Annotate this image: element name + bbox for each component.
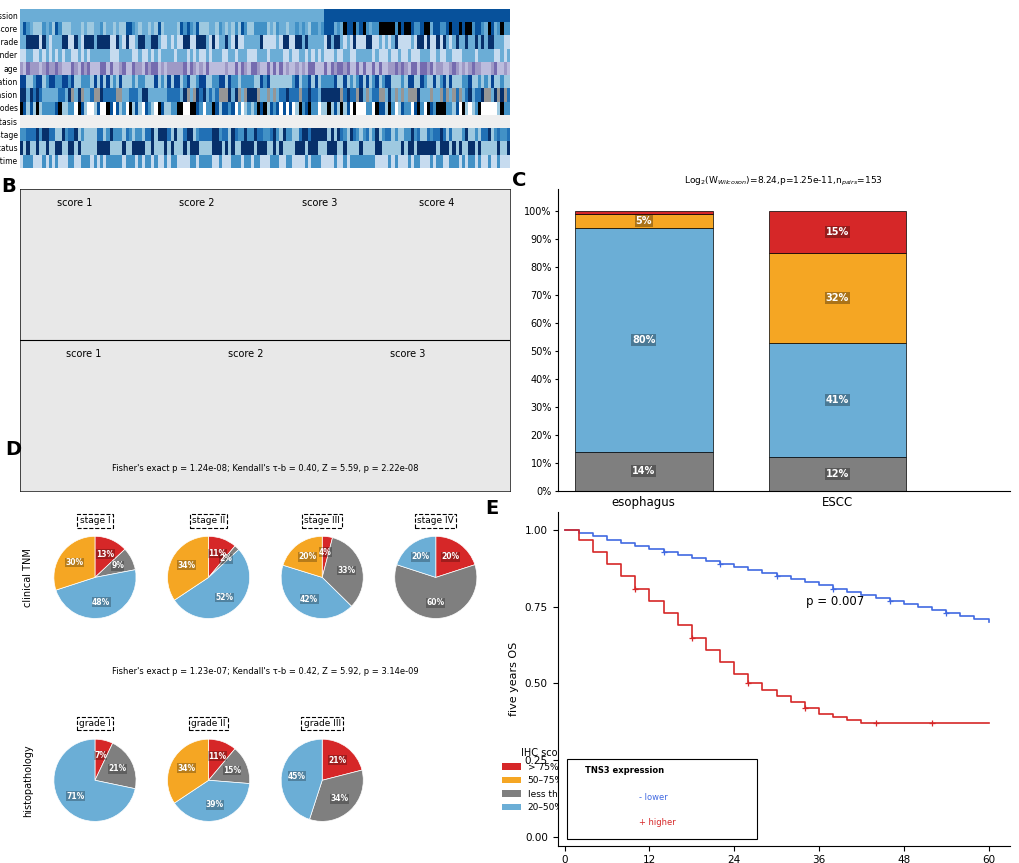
- Title: grade I: grade I: [78, 719, 111, 728]
- Wedge shape: [282, 536, 322, 577]
- Text: Fisher's exact p = 1.24e-08; Kendall's τ-b = 0.40, Z = 5.59, p = 2.22e-08: Fisher's exact p = 1.24e-08; Kendall's τ…: [112, 463, 418, 473]
- Title: stage II: stage II: [192, 516, 225, 526]
- Text: score 2: score 2: [228, 349, 263, 359]
- Text: 45%: 45%: [287, 772, 306, 781]
- Text: C: C: [512, 171, 526, 190]
- Bar: [768, 457, 906, 491]
- Text: 4%: 4%: [319, 548, 331, 557]
- Text: clinical TNM: clinical TNM: [22, 548, 33, 607]
- Text: 7%: 7%: [94, 751, 107, 760]
- Text: 41%: 41%: [825, 395, 848, 405]
- Wedge shape: [208, 740, 234, 780]
- Text: 80%: 80%: [632, 335, 654, 344]
- Text: - lower: - lower: [638, 793, 667, 802]
- Wedge shape: [396, 536, 435, 577]
- Wedge shape: [174, 780, 250, 822]
- Text: 39%: 39%: [206, 801, 224, 809]
- Text: 42%: 42%: [300, 595, 318, 604]
- Text: 11%: 11%: [208, 752, 226, 761]
- Wedge shape: [435, 536, 475, 577]
- Wedge shape: [95, 743, 136, 789]
- Text: score 3: score 3: [389, 349, 425, 359]
- Text: D: D: [5, 440, 21, 459]
- Text: score 4: score 4: [419, 198, 454, 208]
- Bar: [768, 343, 906, 457]
- Wedge shape: [309, 770, 363, 822]
- Wedge shape: [54, 536, 95, 590]
- Bar: [574, 214, 712, 228]
- Wedge shape: [322, 536, 332, 577]
- Title: grade II: grade II: [192, 719, 225, 728]
- Text: 48%: 48%: [92, 597, 110, 607]
- Bar: [768, 211, 906, 253]
- Wedge shape: [167, 740, 208, 803]
- Wedge shape: [322, 740, 362, 780]
- Wedge shape: [322, 538, 363, 606]
- Text: TNS3 expression: TNS3 expression: [584, 766, 663, 775]
- Title: stage I: stage I: [79, 516, 110, 526]
- Text: 11%: 11%: [208, 549, 226, 558]
- Text: score 1: score 1: [57, 198, 92, 208]
- Text: 15%: 15%: [825, 227, 848, 237]
- Text: E: E: [485, 499, 498, 518]
- Text: B: B: [1, 177, 15, 196]
- Wedge shape: [54, 740, 136, 822]
- Wedge shape: [394, 564, 477, 619]
- Text: 34%: 34%: [330, 794, 348, 803]
- Wedge shape: [167, 536, 208, 600]
- Title: grade III: grade III: [304, 719, 340, 728]
- Legend: > 75%, 50–75%, less than 5%, 20–50%: > 75%, 50–75%, less than 5%, 20–50%: [498, 745, 589, 816]
- Bar: [574, 228, 712, 451]
- Text: p = 0.007: p = 0.007: [805, 595, 864, 608]
- Bar: [574, 451, 712, 491]
- Wedge shape: [281, 740, 322, 819]
- Text: Fisher's exact p = 1.23e-07; Kendall's τ-b = 0.42, Z = 5.92, p = 3.14e-09: Fisher's exact p = 1.23e-07; Kendall's τ…: [112, 666, 418, 676]
- Wedge shape: [208, 546, 238, 577]
- Text: score 1: score 1: [66, 349, 102, 359]
- Text: 34%: 34%: [177, 764, 195, 772]
- Text: 9%: 9%: [111, 561, 124, 570]
- Wedge shape: [95, 549, 136, 577]
- Text: 13%: 13%: [96, 550, 114, 558]
- Text: 33%: 33%: [337, 566, 356, 575]
- Text: 34%: 34%: [177, 561, 195, 570]
- Wedge shape: [281, 565, 352, 619]
- Text: 12%: 12%: [825, 469, 848, 479]
- Bar: [574, 211, 712, 214]
- Text: 20%: 20%: [298, 552, 316, 562]
- Text: 14%: 14%: [632, 466, 654, 476]
- Text: score 2: score 2: [179, 198, 214, 208]
- Text: 32%: 32%: [825, 293, 848, 303]
- Text: 20%: 20%: [412, 552, 429, 561]
- Wedge shape: [56, 570, 136, 619]
- Text: 21%: 21%: [109, 765, 126, 773]
- Text: score 3: score 3: [302, 198, 336, 208]
- Wedge shape: [95, 536, 124, 577]
- FancyBboxPatch shape: [566, 759, 756, 839]
- Wedge shape: [208, 749, 250, 784]
- Bar: [768, 253, 906, 343]
- Wedge shape: [174, 550, 250, 619]
- Text: 71%: 71%: [66, 792, 85, 801]
- Wedge shape: [95, 740, 112, 780]
- Title: stage IV: stage IV: [417, 516, 453, 526]
- Text: 60%: 60%: [426, 598, 444, 608]
- Y-axis label: five years OS: five years OS: [508, 642, 519, 716]
- Text: 20%: 20%: [441, 552, 460, 561]
- Text: 5%: 5%: [635, 216, 651, 226]
- Text: 21%: 21%: [328, 756, 346, 765]
- Title: stage III: stage III: [304, 516, 339, 526]
- Text: 30%: 30%: [65, 558, 84, 567]
- Title: Log$_2$(W$_{Wilcoxon}$)=8.24,p=1.25e-11,n$_{pairs}$=153: Log$_2$(W$_{Wilcoxon}$)=8.24,p=1.25e-11,…: [684, 174, 882, 188]
- Text: 15%: 15%: [223, 766, 240, 775]
- Text: 2%: 2%: [219, 554, 232, 564]
- Text: 52%: 52%: [215, 593, 233, 602]
- Text: + higher: + higher: [638, 818, 675, 827]
- Text: histopathology: histopathology: [22, 744, 33, 816]
- Wedge shape: [208, 536, 234, 577]
